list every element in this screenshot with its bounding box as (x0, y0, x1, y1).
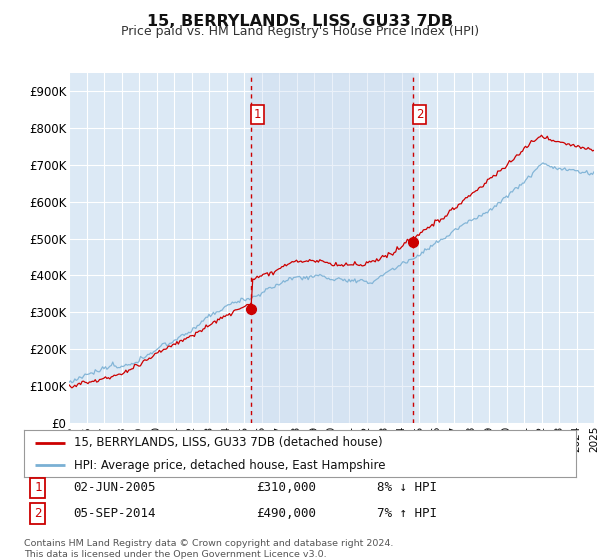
Text: Price paid vs. HM Land Registry's House Price Index (HPI): Price paid vs. HM Land Registry's House … (121, 25, 479, 38)
Text: £310,000: £310,000 (256, 481, 316, 494)
Text: 8% ↓ HPI: 8% ↓ HPI (377, 481, 437, 494)
Text: 2: 2 (416, 108, 424, 122)
Text: 2: 2 (34, 507, 41, 520)
Bar (251, 73, 413, 423)
Text: 15, BERRYLANDS, LISS, GU33 7DB: 15, BERRYLANDS, LISS, GU33 7DB (147, 14, 453, 29)
Text: Contains HM Land Registry data © Crown copyright and database right 2024.
This d: Contains HM Land Registry data © Crown c… (24, 539, 394, 559)
Text: 05-SEP-2014: 05-SEP-2014 (74, 507, 156, 520)
Text: 1: 1 (34, 481, 41, 494)
Text: £490,000: £490,000 (256, 507, 316, 520)
Text: 02-JUN-2005: 02-JUN-2005 (74, 481, 156, 494)
Text: HPI: Average price, detached house, East Hampshire: HPI: Average price, detached house, East… (74, 459, 385, 472)
Text: 1: 1 (254, 108, 262, 122)
Text: 15, BERRYLANDS, LISS, GU33 7DB (detached house): 15, BERRYLANDS, LISS, GU33 7DB (detached… (74, 436, 382, 449)
Text: 7% ↑ HPI: 7% ↑ HPI (377, 507, 437, 520)
